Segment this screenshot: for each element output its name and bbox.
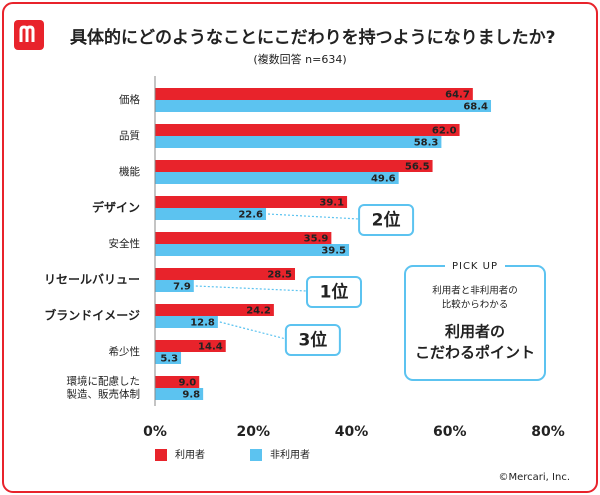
logo — [14, 20, 44, 50]
bar — [155, 88, 473, 100]
value-label: 39.1 — [319, 198, 344, 209]
y-tick-label: 機能 — [119, 165, 140, 178]
y-tick-label: 品質 — [119, 129, 140, 142]
bar — [155, 268, 296, 280]
value-label: 9.0 — [178, 378, 196, 389]
chart-subtitle: (複数回答 n=634) — [253, 52, 346, 66]
callout-leader — [195, 285, 308, 292]
pickup-headline: こだわるポイント — [415, 344, 535, 362]
callout-leader — [219, 321, 287, 340]
bar — [155, 388, 204, 400]
bar — [155, 100, 492, 112]
bar — [155, 340, 226, 352]
bar — [155, 208, 267, 220]
y-tick-label: 価格 — [119, 93, 140, 106]
callout-box — [358, 204, 415, 236]
y-tick-label: 環境に配慮した製造、販売体制 — [67, 375, 141, 401]
x-tick-label: 20% — [236, 424, 270, 440]
value-label: 39.5 — [321, 246, 346, 257]
pickup-line: 利用者と非利用者の — [432, 285, 518, 297]
value-label: 35.9 — [304, 234, 329, 245]
pickup-headline: 利用者の — [445, 323, 505, 341]
y-tick-label: 安全性 — [109, 237, 141, 250]
value-label: 62.0 — [432, 126, 457, 137]
legend-label: 非利用者 — [270, 449, 310, 461]
callout-text: 2位 — [372, 210, 401, 231]
pickup-label-bg — [445, 259, 505, 273]
bar — [155, 136, 442, 148]
bar — [155, 232, 332, 244]
bar — [155, 196, 348, 208]
y-tick-label: ブランドイメージ — [44, 308, 140, 323]
pickup-label: PICK UP — [452, 261, 498, 272]
x-tick-label: 60% — [433, 424, 467, 440]
value-label: 56.5 — [405, 162, 430, 173]
y-tick-label: リセールバリュー — [44, 273, 140, 287]
value-label: 12.8 — [190, 318, 215, 329]
callout-leader — [267, 213, 360, 220]
y-tick-label: 希少性 — [109, 345, 141, 358]
value-label: 22.6 — [238, 210, 263, 221]
pickup-line: 比較からわかる — [442, 299, 509, 311]
bar — [155, 160, 433, 172]
x-tick-label: 80% — [531, 424, 565, 440]
bar — [155, 172, 399, 184]
bar — [155, 376, 200, 388]
legend-label: 利用者 — [175, 449, 205, 461]
callout-box — [284, 324, 341, 356]
bar — [155, 124, 460, 136]
value-label: 28.5 — [267, 270, 292, 281]
callout-text: 3位 — [298, 330, 327, 351]
copyright: ©Mercari, Inc. — [498, 472, 570, 483]
legend-swatch — [250, 449, 262, 461]
x-tick-label: 40% — [335, 424, 369, 440]
legend-swatch — [155, 449, 167, 461]
value-label: 7.9 — [173, 282, 191, 293]
value-label: 5.3 — [160, 354, 178, 365]
bar — [155, 352, 182, 364]
value-label: 49.6 — [371, 174, 396, 185]
value-label: 58.3 — [414, 138, 439, 149]
value-label: 68.4 — [463, 102, 488, 113]
value-label: 24.2 — [246, 306, 271, 317]
value-label: 9.8 — [182, 390, 200, 401]
value-label: 14.4 — [198, 342, 223, 353]
bar — [155, 316, 218, 328]
callout-box — [306, 276, 363, 308]
chart-title: 具体的にどのようなことにこだわりを持つようになりましたか? — [69, 27, 556, 48]
value-label: 64.7 — [445, 90, 470, 101]
y-tick-label: デザイン — [92, 200, 140, 215]
bar — [155, 280, 194, 292]
bar — [155, 244, 350, 256]
x-tick-label: 0% — [143, 424, 167, 440]
bar — [155, 304, 274, 316]
callout-text: 1位 — [320, 282, 349, 303]
